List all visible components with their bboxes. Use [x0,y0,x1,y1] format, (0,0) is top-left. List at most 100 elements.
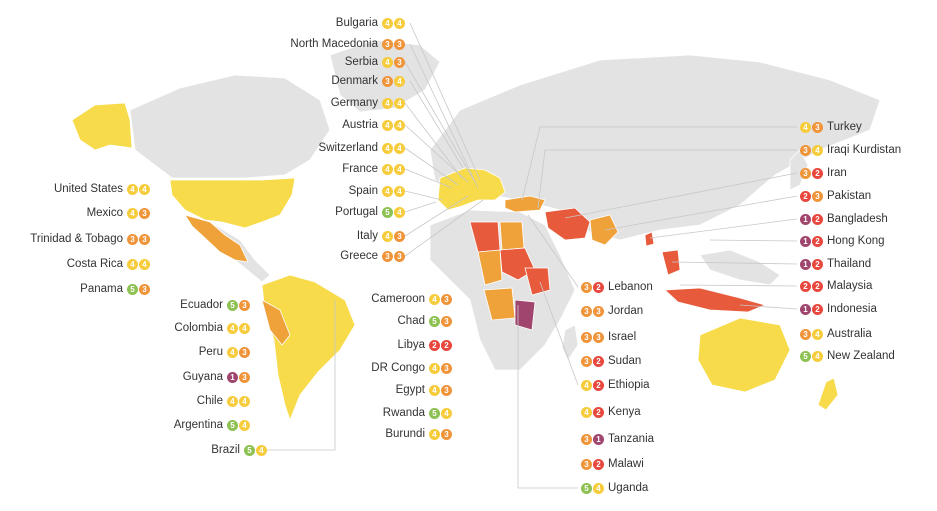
rating-badge-2: 2 [812,280,823,292]
rating-badge-2: 4 [812,144,823,156]
country-name: Costa Rica [66,258,123,270]
country-label-chile: Chile 4 4 [194,393,250,409]
country-name: Lebanon [608,281,653,293]
country-label-malaysia: 2 2 Malaysia [800,278,875,294]
rating-badge-2: 3 [239,371,250,383]
country-name: Chad [397,315,426,327]
rating-badge-2: 2 [441,339,452,351]
rating-badge-2: 3 [593,331,604,343]
rating-badge-2: 3 [394,250,405,262]
rating-badge-2: 4 [394,17,405,29]
country-label-panama: Panama 5 3 [77,281,150,297]
country-name: Tanzania [608,433,655,445]
rating-badge-1: 3 [581,355,592,367]
country-label-new-zealand: 5 4 New Zealand [800,348,898,364]
leader-thailand [671,261,798,265]
country-name: Denmark [331,75,378,87]
country-label-tanzania: 3 1 Tanzania [581,431,657,447]
rating-badge-2: 4 [239,419,250,431]
thailand-shape [661,249,681,276]
rating-badge-1: 4 [227,395,238,407]
rating-badge-2: 4 [394,185,405,197]
rating-badge-2: 3 [139,233,150,245]
rating-badge-1: 4 [382,97,393,109]
country-name: DR Congo [371,362,425,374]
country-name: Bulgaria [335,17,378,29]
rating-badge-1: 5 [227,299,238,311]
country-name: Egypt [395,384,425,396]
country-name: Italy [356,230,378,242]
country-name: Austria [342,119,378,131]
rating-badge-2: 4 [394,142,405,154]
rating-badge-1: 5 [127,283,138,295]
rating-badge-2: 3 [394,38,405,50]
rating-badge-2: 3 [441,293,452,305]
new-zealand-shape [817,377,839,411]
country-label-cameroon: Cameroon 4 3 [368,291,452,307]
rating-badge-1: 4 [382,56,393,68]
leader-turkey [521,126,797,201]
country-label-lebanon: 3 2 Lebanon [581,279,656,295]
rating-badge-1: 3 [581,281,592,293]
country-name: Rwanda [382,407,425,419]
rating-badge-1: 1 [800,258,811,270]
rating-badge-1: 2 [429,339,440,351]
rating-badge-1: 5 [429,407,440,419]
country-name: Switzerland [318,142,378,154]
country-label-north-macedonia: North Macedonia 3 3 [287,36,405,52]
country-name: Australia [827,328,872,340]
rating-badge-2: 3 [812,190,823,202]
leader-north-macedonia [409,43,479,189]
rating-badge-1: 3 [581,331,592,343]
rating-badge-2: 3 [139,283,150,295]
mexico-shape [184,214,249,263]
country-label-libya: Libya 2 2 [395,337,452,353]
rating-badge-1: 4 [127,183,138,195]
rating-badge-1: 4 [382,17,393,29]
country-label-united-states: United States 4 4 [51,181,150,197]
rating-badge-2: 3 [394,230,405,242]
country-name: Trinidad & Tobago [30,233,123,245]
country-name: Ecuador [180,299,223,311]
rating-badge-1: 3 [382,75,393,87]
south-america-shape [261,274,356,422]
rating-badge-1: 5 [244,444,255,456]
country-name: Greece [340,250,378,262]
country-name: Indonesia [827,303,877,315]
rating-badge-2: 4 [139,183,150,195]
leader-austria [404,124,469,183]
rating-badge-2: 4 [394,163,405,175]
country-name: Ethiopia [608,379,650,391]
country-name: Israel [608,331,637,343]
rating-badge-1: 4 [429,428,440,440]
country-label-burundi: Burundi 4 3 [382,426,452,442]
country-label-indonesia: 1 2 Indonesia [800,301,880,317]
country-label-kenya: 4 2 Kenya [581,404,644,420]
country-name: Panama [80,283,123,295]
country-label-mexico: Mexico 4 3 [84,205,150,221]
rating-badge-2: 2 [812,213,823,225]
rating-badge-2: 2 [593,458,604,470]
country-label-uganda: 5 4 Uganda [581,480,651,496]
country-label-israel: 3 3 Israel [581,329,639,345]
country-name: Germany [330,97,378,109]
leader-bulgaria [409,22,481,181]
rating-badge-1: 4 [382,142,393,154]
ethiopia-shape [524,267,551,296]
rating-badge-2: 4 [593,482,604,494]
country-label-colombia: Colombia 4 4 [171,320,250,336]
country-label-denmark: Denmark 3 4 [328,73,405,89]
rating-badge-2: 3 [441,362,452,374]
leader-denmark [409,80,464,169]
country-name: Guyana [182,371,223,383]
rating-badge-1: 5 [227,419,238,431]
country-name: Libya [397,339,426,351]
country-label-malawi: 3 2 Malawi [581,456,647,472]
rating-badge-1: 4 [382,163,393,175]
leader-brazil [267,300,336,451]
rating-badge-1: 2 [800,280,811,292]
country-label-ecuador: Ecuador 5 3 [177,297,250,313]
country-label-ethiopia: 4 2 Ethiopia [581,377,653,393]
rating-badge-2: 2 [812,167,823,179]
